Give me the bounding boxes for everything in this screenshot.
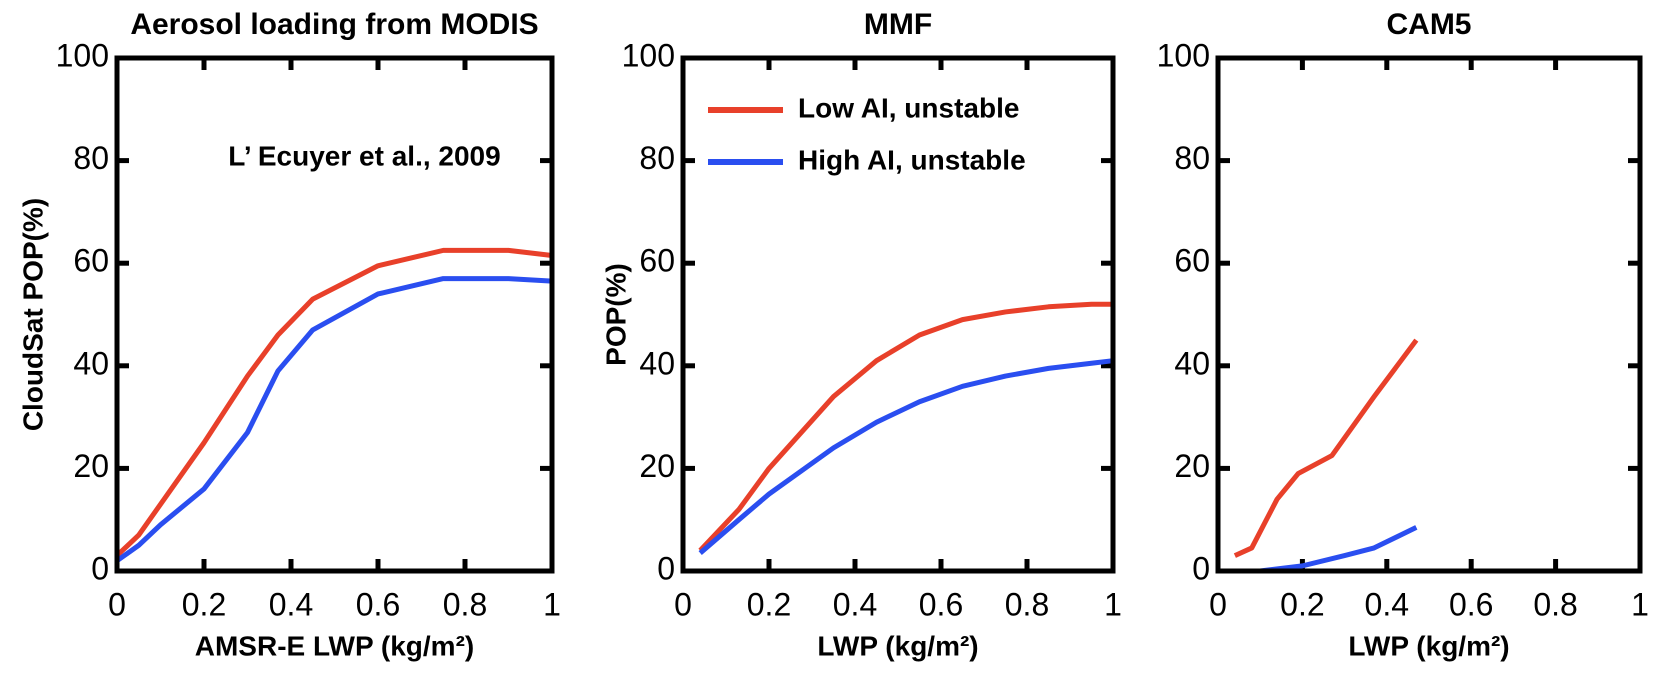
x-axis-title: AMSR-E LWP (kg/m²) — [195, 630, 474, 661]
x-tick-label: 1 — [1104, 586, 1122, 622]
series-line — [698, 358, 1114, 555]
y-tick-label: 80 — [73, 140, 109, 176]
x-tick-label: 0.4 — [269, 586, 313, 622]
y-tick-label: 80 — [639, 140, 675, 176]
series-line — [698, 301, 1113, 553]
y-tick-label: 60 — [639, 243, 675, 279]
x-tick-label: 0.2 — [182, 586, 226, 622]
x-tick-label: 0.8 — [443, 586, 487, 622]
x-tick-label: 0.6 — [1449, 586, 1493, 622]
series-line — [115, 276, 553, 563]
series-line — [1233, 338, 1419, 558]
plot-frame — [114, 55, 555, 574]
x-tick-label: 1 — [543, 586, 561, 622]
y-tick-label: 40 — [73, 345, 109, 381]
y-tick-label: 100 — [56, 37, 109, 73]
y-tick-label: 0 — [91, 550, 109, 586]
y-tick-label: 100 — [622, 37, 675, 73]
x-tick-label: 0.2 — [1280, 586, 1324, 622]
y-tick-label: 20 — [639, 448, 675, 484]
y-tick-label: 40 — [1174, 345, 1210, 381]
x-axis-title: LWP (kg/m²) — [1348, 630, 1509, 661]
y-tick-label: 80 — [1174, 140, 1210, 176]
plot-frame — [680, 55, 1116, 574]
panel-title: MMF — [864, 8, 932, 41]
y-tick-label: 0 — [657, 550, 675, 586]
y-tick-label: 20 — [73, 448, 109, 484]
y-axis-title: CloudSat POP(%) — [17, 198, 48, 431]
series-line — [115, 247, 553, 558]
x-tick-label: 0 — [674, 586, 692, 622]
x-tick-label: 0 — [108, 586, 126, 622]
x-tick-label: 0.6 — [356, 586, 400, 622]
x-tick-label: 0.6 — [919, 586, 963, 622]
y-tick-label: 60 — [73, 243, 109, 279]
y-tick-label: 100 — [1157, 37, 1210, 73]
y-tick-label: 0 — [1192, 550, 1210, 586]
y-axis-title: POP(%) — [600, 263, 631, 366]
legend-label: Low AI, unstable — [798, 92, 1019, 123]
x-tick-label: 0.4 — [833, 586, 877, 622]
y-tick-label: 40 — [639, 345, 675, 381]
plot-frame — [1215, 55, 1643, 574]
x-tick-label: 1 — [1631, 586, 1649, 622]
legend-label: High AI, unstable — [798, 144, 1026, 175]
panel-title: Aerosol loading from MODIS — [130, 8, 538, 41]
x-axis-title: LWP (kg/m²) — [817, 630, 978, 661]
x-tick-label: 0 — [1209, 586, 1227, 622]
annotation: L’ Ecuyer et al., 2009 — [228, 140, 500, 171]
x-tick-label: 0.2 — [747, 586, 791, 622]
x-tick-label: 0.8 — [1005, 586, 1049, 622]
panel-title: CAM5 — [1386, 8, 1471, 41]
y-tick-label: 60 — [1174, 243, 1210, 279]
x-tick-label: 0.4 — [1365, 586, 1409, 622]
y-tick-label: 20 — [1174, 448, 1210, 484]
x-tick-label: 0.8 — [1533, 586, 1577, 622]
